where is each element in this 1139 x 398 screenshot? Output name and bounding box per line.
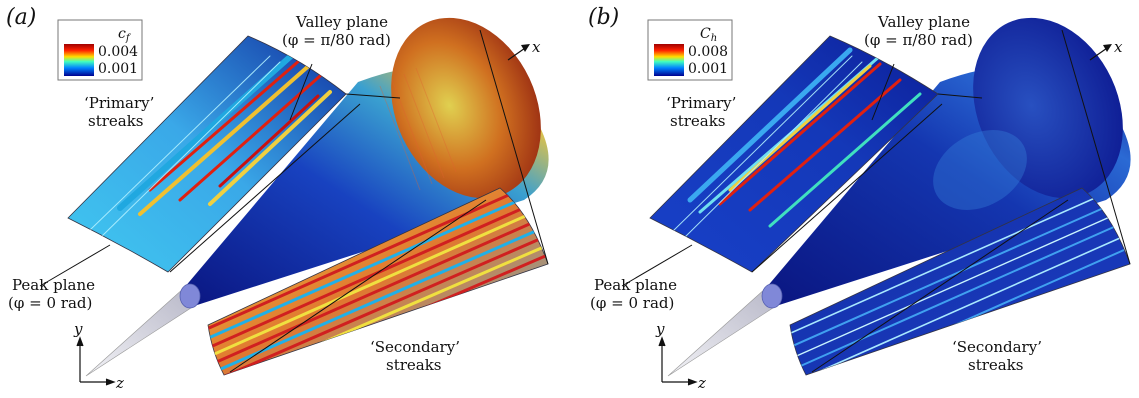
legend-min: 0.001 (98, 61, 138, 77)
primary-label-line2: streaks (670, 112, 726, 130)
valley-plane-equation: (φ = π/80 rad) (282, 31, 391, 49)
secondary-label-line2: streaks (968, 356, 1024, 374)
primary-label-line1: ‘Primary’ (666, 94, 736, 112)
connector-lines (621, 29, 1131, 373)
primary-streaks-panel (67, 35, 347, 273)
colorbar (64, 44, 94, 76)
panel-letter: (a) (6, 5, 36, 30)
primary-streaks-panel (649, 35, 939, 273)
peak-plane-label: Peak plane (12, 276, 95, 294)
primary-label-line2: streaks (88, 112, 144, 130)
legend-title: cf (118, 26, 132, 44)
peak-plane-equation: (φ = 0 rad) (8, 294, 92, 312)
cone (667, 17, 1131, 377)
axis-x-label: x (1114, 38, 1123, 56)
cone-base (391, 17, 541, 199)
primary-label-line1: ‘Primary’ (84, 94, 154, 112)
colorbar (654, 44, 684, 76)
axis-y-label: y (73, 320, 83, 338)
valley-plane-label: Valley plane (877, 13, 970, 31)
legend-title: Ch (700, 26, 717, 44)
secondary-label-line1: ‘Secondary’ (370, 338, 460, 356)
axis-triad (76, 336, 116, 386)
legend-min: 0.001 (688, 61, 728, 77)
colorbar-legend: Ch 0.008 0.001 (647, 19, 733, 81)
panel-a: (a) cf 0.004 0.001 y z (6, 5, 549, 392)
axis-z-label: z (115, 374, 124, 392)
panel-b: (b) Ch 0.008 0.001 y z (588, 5, 1131, 392)
legend-max: 0.004 (98, 44, 138, 60)
peak-plane-equation: (φ = 0 rad) (590, 294, 674, 312)
secondary-label-line2: streaks (386, 356, 442, 374)
secondary-label-line1: ‘Secondary’ (952, 338, 1042, 356)
axis-x-arrow (507, 44, 530, 61)
colorbar-legend: cf 0.004 0.001 (57, 19, 143, 81)
axis-x-arrow (1089, 44, 1112, 61)
connector-lines (39, 29, 549, 373)
cone-tip-marker (179, 283, 201, 309)
axis-x-label: x (532, 38, 541, 56)
cone-base (973, 17, 1123, 199)
valley-plane-equation: (φ = π/80 rad) (864, 31, 973, 49)
cone-tip-marker (761, 283, 783, 309)
axis-z-label: z (697, 374, 706, 392)
panel-letter: (b) (588, 5, 619, 30)
axis-triad (658, 336, 698, 386)
cone (85, 17, 549, 377)
secondary-streaks-panel (207, 187, 549, 376)
valley-plane-label: Valley plane (295, 13, 388, 31)
peak-plane-label: Peak plane (594, 276, 677, 294)
legend-max: 0.008 (688, 44, 728, 60)
axis-y-label: y (655, 320, 665, 338)
